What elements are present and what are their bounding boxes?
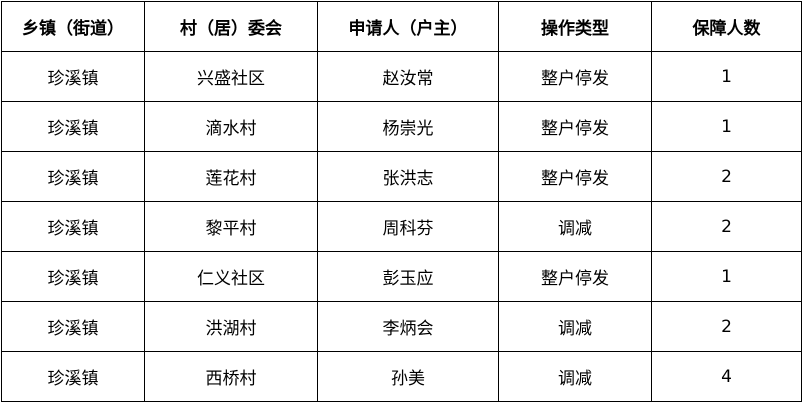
cell-operation-type: 整户停发	[498, 151, 652, 202]
header-applicant: 申请人（户主）	[317, 1, 499, 52]
cell-applicant: 赵汝常	[317, 51, 499, 102]
header-insured-count: 保障人数	[651, 1, 802, 52]
cell-township: 珍溪镇	[1, 51, 145, 102]
cell-village-committee: 滴水村	[144, 101, 318, 152]
cell-village-committee: 仁义社区	[144, 251, 318, 302]
table-row: 珍溪镇 西桥村 孙美 调减 4	[1, 351, 802, 402]
cell-operation-type: 调减	[498, 201, 652, 252]
cell-township: 珍溪镇	[1, 151, 145, 202]
header-operation-type: 操作类型	[498, 1, 652, 52]
cell-insured-count: 1	[651, 101, 802, 152]
cell-village-committee: 西桥村	[144, 351, 318, 402]
cell-village-committee: 洪湖村	[144, 301, 318, 352]
cell-township: 珍溪镇	[1, 201, 145, 252]
cell-applicant: 周科芬	[317, 201, 499, 252]
table-row: 珍溪镇 兴盛社区 赵汝常 整户停发 1	[1, 51, 802, 102]
cell-insured-count: 2	[651, 201, 802, 252]
cell-village-committee: 黎平村	[144, 201, 318, 252]
cell-insured-count: 1	[651, 51, 802, 102]
cell-insured-count: 4	[651, 351, 802, 402]
cell-village-committee: 莲花村	[144, 151, 318, 202]
cell-insured-count: 2	[651, 301, 802, 352]
cell-applicant: 李炳会	[317, 301, 499, 352]
cell-insured-count: 2	[651, 151, 802, 202]
cell-operation-type: 调减	[498, 301, 652, 352]
cell-township: 珍溪镇	[1, 301, 145, 352]
cell-operation-type: 整户停发	[498, 101, 652, 152]
table-row: 珍溪镇 黎平村 周科芬 调减 2	[1, 201, 802, 252]
cell-operation-type: 整户停发	[498, 51, 652, 102]
table-row: 珍溪镇 洪湖村 李炳会 调减 2	[1, 301, 802, 352]
table-row: 珍溪镇 滴水村 杨崇光 整户停发 1	[1, 101, 802, 152]
table-row: 珍溪镇 莲花村 张洪志 整户停发 2	[1, 151, 802, 202]
cell-applicant: 彭玉应	[317, 251, 499, 302]
cell-township: 珍溪镇	[1, 251, 145, 302]
header-village-committee: 村（居）委会	[144, 1, 318, 52]
table-row: 珍溪镇 仁义社区 彭玉应 整户停发 1	[1, 251, 802, 302]
cell-applicant: 杨崇光	[317, 101, 499, 152]
header-township: 乡镇（街道）	[1, 1, 145, 52]
data-table: 乡镇（街道） 村（居）委会 申请人（户主） 操作类型 保障人数 珍溪镇 兴盛社区 赵汝常 整户…	[1, 1, 802, 402]
cell-township: 珍溪镇	[1, 351, 145, 402]
header-row: 乡镇（街道） 村（居）委会 申请人（户主） 操作类型 保障人数	[1, 1, 802, 52]
cell-insured-count: 1	[651, 251, 802, 302]
cell-operation-type: 整户停发	[498, 251, 652, 302]
cell-applicant: 孙美	[317, 351, 499, 402]
cell-applicant: 张洪志	[317, 151, 499, 202]
cell-township: 珍溪镇	[1, 101, 145, 152]
cell-operation-type: 调减	[498, 351, 652, 402]
cell-village-committee: 兴盛社区	[144, 51, 318, 102]
